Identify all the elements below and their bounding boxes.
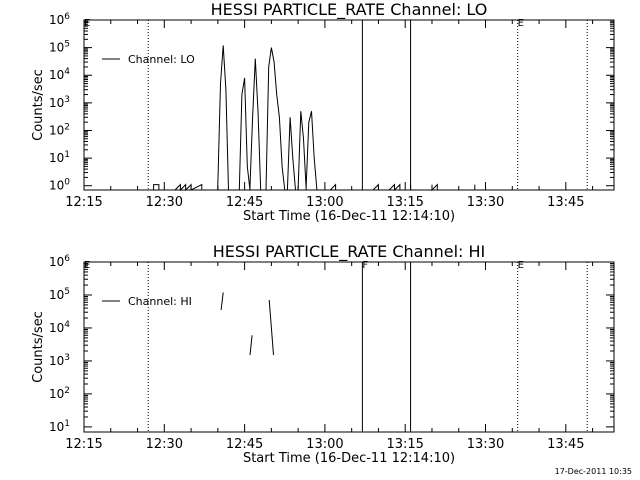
x-tick-label: 12:45 (226, 437, 263, 452)
y-axis-label: Counts/sec (31, 311, 46, 383)
y-tick-label: 105 (49, 287, 70, 302)
y-tick-label: 106 (49, 254, 70, 269)
y-tick-label: 106 (49, 12, 70, 27)
y-tick-label: 102 (49, 386, 70, 401)
x-tick-label: 13:00 (306, 195, 343, 210)
x-tick-label: 13:15 (386, 195, 423, 210)
x-tick-label: 13:45 (547, 437, 584, 452)
timestamp-footer: 17-Dec-2011 10:35 (554, 467, 632, 476)
y-tick-label: 103 (49, 95, 70, 110)
y-tick-label: 102 (49, 122, 70, 137)
plot-frame (83, 261, 615, 433)
chart-panel-1: HESSI PARTICLE_RATE Channel: LO E E 12:15 12… (31, 0, 615, 224)
legend-label: Channel: LO (128, 53, 195, 66)
y-tick-label: 104 (49, 320, 70, 335)
y-tick-label: 105 (49, 40, 70, 55)
series-line (84, 45, 614, 192)
plot-frame (83, 19, 615, 191)
flag-label: F (362, 260, 368, 271)
x-tick-label: 13:30 (467, 195, 504, 210)
flag-label: E (84, 18, 90, 29)
y-axis-label: Counts/sec (31, 69, 46, 141)
x-tick-label: 12:45 (226, 195, 263, 210)
y-tick-label: 104 (49, 67, 70, 82)
x-tick-label: 13:00 (306, 437, 343, 452)
series-line (268, 300, 274, 356)
series-line (220, 292, 224, 311)
x-axis-label: Start Time (16-Dec-11 12:14:10) (243, 451, 455, 466)
y-tick-label: 101 (49, 419, 70, 434)
series-line (249, 335, 253, 356)
x-tick-label: 12:15 (65, 195, 102, 210)
x-tick-label: 13:30 (467, 437, 504, 452)
x-tick-label: 13:45 (547, 195, 584, 210)
x-tick-label: 12:30 (146, 195, 183, 210)
chart-title: HESSI PARTICLE_RATE Channel: LO (211, 0, 488, 20)
y-tick-label: 101 (49, 150, 70, 165)
flag-label: E (518, 18, 524, 29)
x-tick-label: 13:15 (386, 437, 423, 452)
chart-panel-2: HESSI PARTICLE_RATE Channel: HIEFE12:151… (31, 242, 615, 466)
legend-label: Channel: HI (128, 295, 192, 308)
flag-label: E (518, 260, 524, 271)
x-tick-label: 12:15 (65, 437, 102, 452)
x-tick-label: 12:30 (146, 437, 183, 452)
chart-title: HESSI PARTICLE_RATE Channel: HI (213, 242, 486, 262)
y-tick-label: 100 (49, 178, 70, 193)
x-axis-label: Start Time (16-Dec-11 12:14:10) (243, 209, 455, 224)
y-tick-label: 103 (49, 353, 70, 368)
